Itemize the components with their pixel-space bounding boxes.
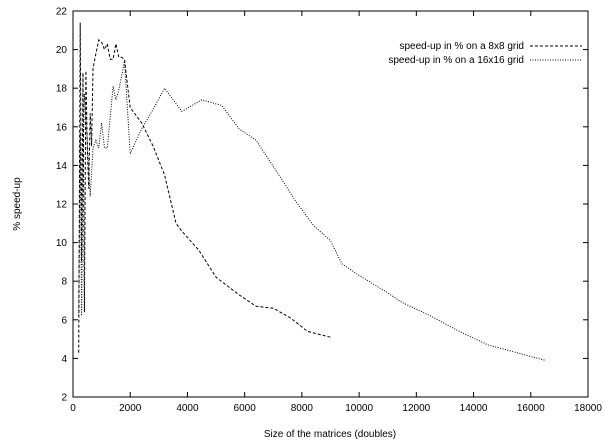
y-tick-label: 14 — [56, 161, 68, 172]
y-tick-label: 4 — [61, 354, 67, 365]
x-tick-label: 0 — [70, 403, 76, 414]
y-tick-label: 6 — [61, 315, 67, 326]
x-tick-label: 4000 — [176, 403, 199, 414]
x-tick-label: 10000 — [345, 403, 373, 414]
y-tick-label: 18 — [56, 84, 68, 95]
x-tick-label: 6000 — [234, 403, 257, 414]
series-layer — [78, 22, 546, 361]
x-tick-label: 8000 — [291, 403, 314, 414]
y-tick-label: 20 — [56, 45, 68, 56]
plot-frame — [72, 10, 589, 398]
legend-label-8x8: speed-up in % on a 8x8 grid — [399, 41, 524, 52]
series-line-16x16 — [78, 61, 546, 361]
x-tick-label: 12000 — [402, 403, 430, 414]
y-tick-label: 2 — [61, 393, 67, 404]
x-tick-label: 16000 — [517, 403, 545, 414]
y-tick-label: 16 — [56, 122, 68, 133]
x-tick-label: 2000 — [119, 403, 142, 414]
y-axis-label: % speed-up — [12, 177, 23, 231]
x-axis-label: Size of the matrices (doubles) — [264, 429, 396, 440]
series-line-8x8 — [78, 22, 331, 353]
x-tick-label: 18000 — [574, 403, 602, 414]
y-tick-label: 12 — [56, 200, 68, 211]
y-tick-label: 22 — [56, 7, 68, 18]
y-tick-label: 8 — [61, 277, 67, 288]
legend-label-16x16: speed-up in % on a 16x16 grid — [388, 55, 524, 66]
legend: speed-up in % on a 8x8 grid speed-up in … — [388, 41, 582, 66]
x-tick-label: 14000 — [460, 403, 488, 414]
axis-tick-labels: 0 2000 4000 6000 8000 10000 12000 14000 16000 180… — [56, 7, 602, 415]
axis-ticks — [72, 10, 589, 398]
y-tick-label: 10 — [56, 238, 68, 249]
